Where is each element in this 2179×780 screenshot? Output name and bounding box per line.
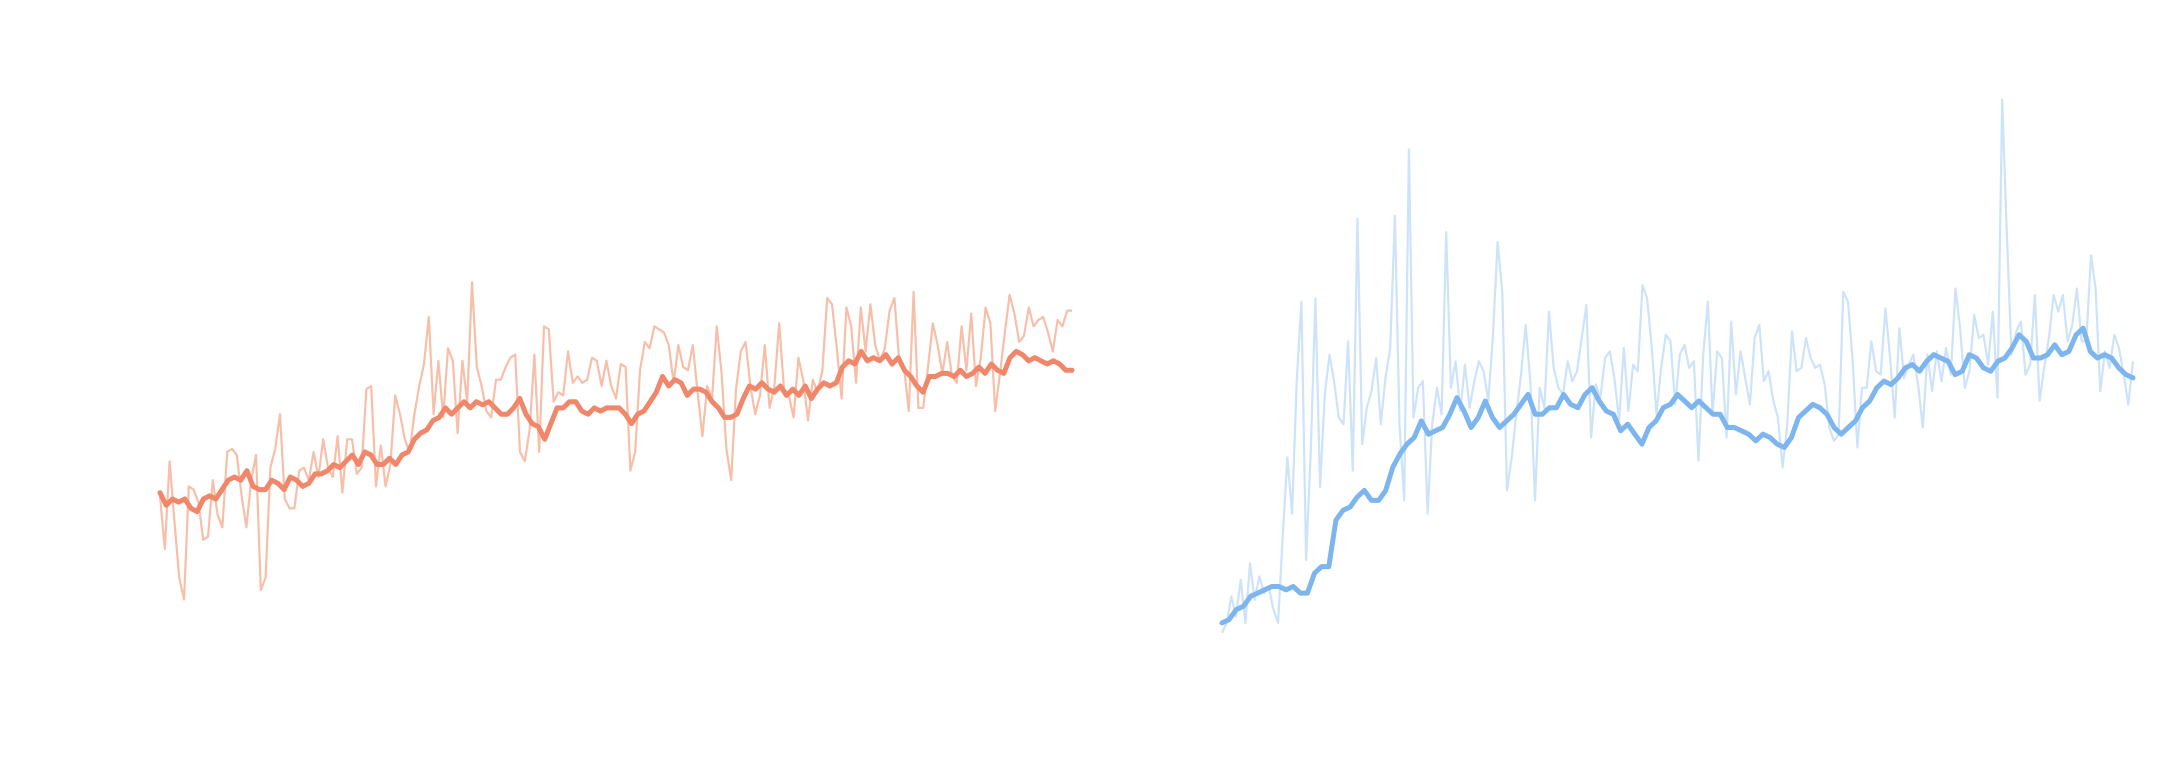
smoothed-series-line bbox=[157, 348, 1075, 515]
smoothed-series-line bbox=[1219, 325, 2136, 626]
raw-series-line bbox=[1221, 98, 2135, 634]
raw-series-line bbox=[158, 281, 1072, 601]
left-line-chart bbox=[157, 281, 1075, 601]
right-line-chart bbox=[1219, 98, 2136, 634]
